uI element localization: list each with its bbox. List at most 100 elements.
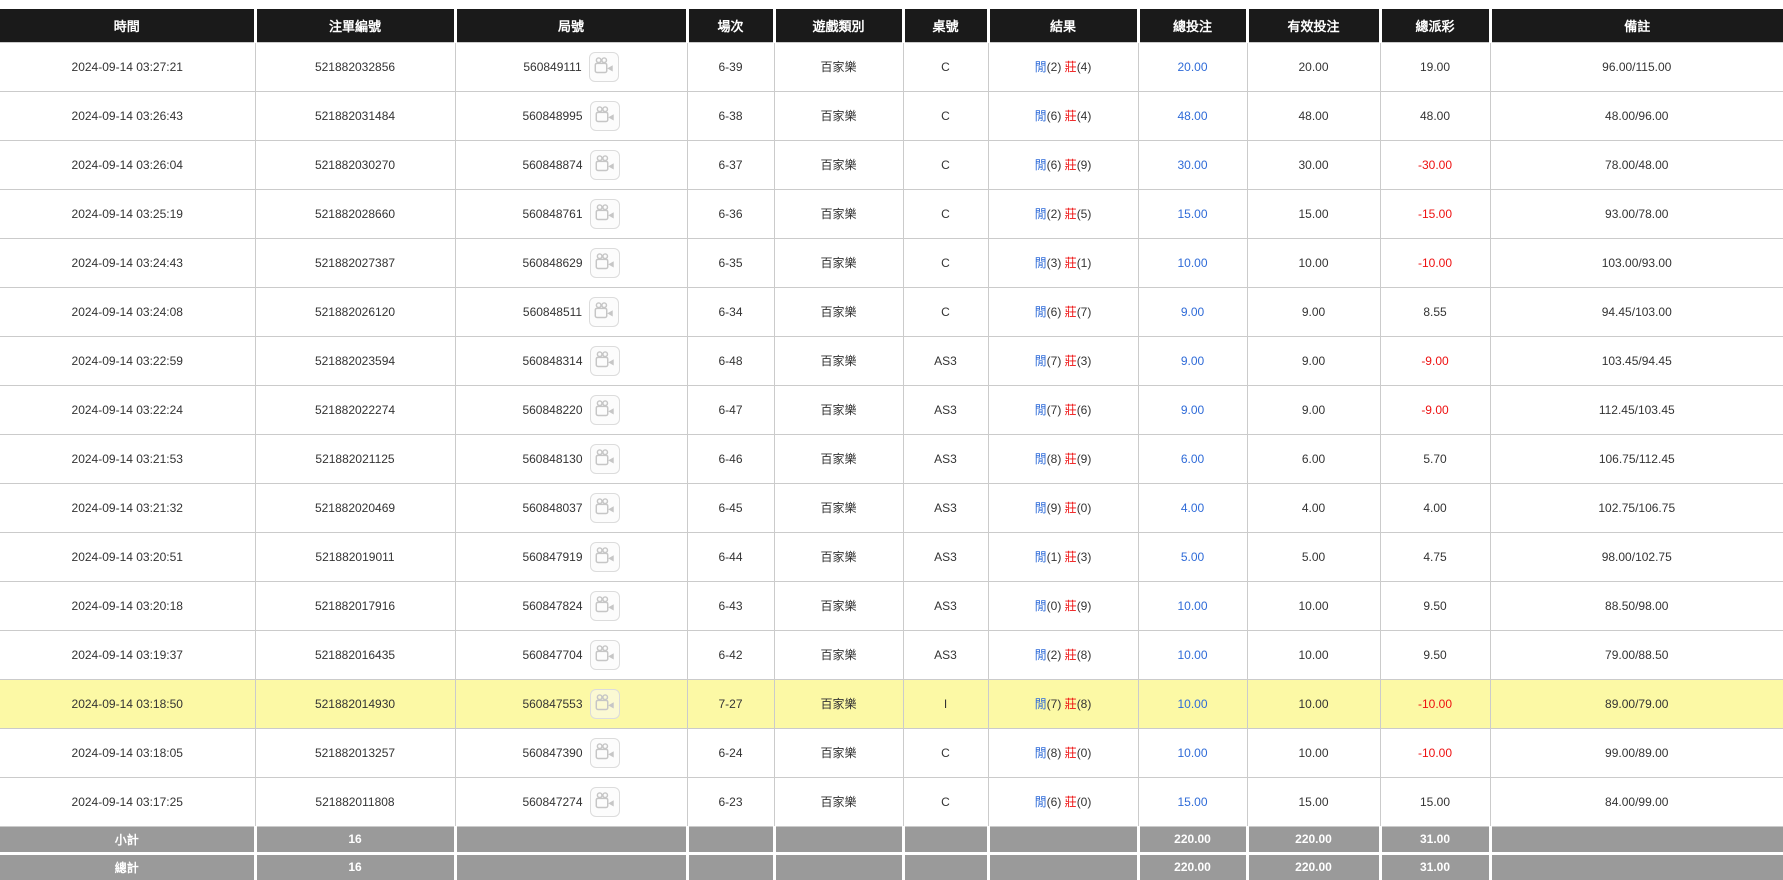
round-id-text: 560848995 bbox=[522, 108, 583, 123]
remark-cell: 103.00/93.00 bbox=[1490, 238, 1783, 288]
total-bet-cell[interactable]: 5.00 bbox=[1138, 532, 1248, 582]
total-bet-cell[interactable]: 9.00 bbox=[1138, 336, 1248, 386]
video-icon bbox=[595, 448, 614, 465]
table-row[interactable]: 2024-09-14 03:22:24 521882022274 5608482… bbox=[0, 385, 1783, 435]
banker-result-score: (9) bbox=[1076, 452, 1092, 466]
bet-id-cell: 521882013257 bbox=[255, 728, 456, 778]
video-replay-button[interactable] bbox=[589, 688, 620, 719]
time-cell: 2024-09-14 03:24:43 bbox=[0, 238, 256, 288]
video-replay-button[interactable] bbox=[589, 149, 620, 180]
bet-id-cell: 521882021125 bbox=[255, 434, 456, 484]
result-cell: 閒(6) 莊(7) bbox=[988, 287, 1139, 337]
table-id-cell: AS3 bbox=[903, 336, 989, 386]
round-id-cell: 560848314 bbox=[455, 336, 688, 386]
video-replay-button[interactable] bbox=[589, 100, 620, 131]
total-bet-cell[interactable]: 10.00 bbox=[1138, 728, 1248, 778]
table-row[interactable]: 2024-09-14 03:25:19 521882028660 5608487… bbox=[0, 189, 1783, 239]
video-replay-button[interactable] bbox=[589, 639, 620, 670]
player-result-label: 閒 bbox=[1034, 746, 1047, 760]
total-bet-cell[interactable]: 4.00 bbox=[1138, 483, 1248, 533]
table-row[interactable]: 2024-09-14 03:20:18 521882017916 5608478… bbox=[0, 581, 1783, 631]
remark-cell: 99.00/89.00 bbox=[1490, 728, 1783, 778]
video-replay-button[interactable] bbox=[589, 786, 620, 817]
banker-result-label: 莊 bbox=[1064, 158, 1077, 172]
table-row[interactable]: 2024-09-14 03:19:37 521882016435 5608477… bbox=[0, 630, 1783, 680]
video-replay-button[interactable] bbox=[589, 590, 620, 621]
video-replay-button[interactable] bbox=[589, 541, 620, 572]
player-result-score: (1) bbox=[1046, 550, 1062, 564]
player-result-label: 閒 bbox=[1034, 305, 1047, 319]
round-id-cell: 560848761 bbox=[455, 189, 688, 239]
table-row[interactable]: 2024-09-14 03:17:25 521882011808 5608472… bbox=[0, 777, 1783, 827]
total-bet-cell[interactable]: 10.00 bbox=[1138, 630, 1248, 680]
header-payout: 總派彩 bbox=[1380, 9, 1492, 43]
bet-id-cell: 521882011808 bbox=[255, 777, 456, 827]
table-row[interactable]: 2024-09-14 03:21:32 521882020469 5608480… bbox=[0, 483, 1783, 533]
bet-id-cell: 521882016435 bbox=[255, 630, 456, 680]
game-type-cell: 百家樂 bbox=[774, 581, 904, 631]
video-replay-button[interactable] bbox=[589, 737, 620, 768]
video-replay-button[interactable] bbox=[589, 296, 620, 327]
result-cell: 閒(6) 莊(9) bbox=[988, 140, 1139, 190]
bet-id-cell: 521882026120 bbox=[255, 287, 456, 337]
table-row[interactable]: 2024-09-14 03:26:43 521882031484 5608489… bbox=[0, 91, 1783, 141]
result-cell: 閒(7) 莊(6) bbox=[988, 385, 1139, 435]
remark-cell: 89.00/79.00 bbox=[1490, 679, 1783, 729]
player-result-score: (2) bbox=[1046, 648, 1062, 662]
table-id-cell: C bbox=[903, 140, 989, 190]
time-cell: 2024-09-14 03:19:37 bbox=[0, 630, 256, 680]
player-result-score: (8) bbox=[1046, 746, 1062, 760]
header-table-id: 桌號 bbox=[903, 9, 990, 43]
video-replay-button[interactable] bbox=[589, 247, 620, 278]
total-bet-cell[interactable]: 10.00 bbox=[1138, 581, 1248, 631]
round-id-text: 560848314 bbox=[522, 353, 583, 368]
table-row[interactable]: 2024-09-14 03:21:53 521882021125 5608481… bbox=[0, 434, 1783, 484]
total-bet-cell[interactable]: 48.00 bbox=[1138, 91, 1248, 141]
total-bet-cell[interactable]: 6.00 bbox=[1138, 434, 1248, 484]
valid-bet-cell: 6.00 bbox=[1247, 434, 1381, 484]
video-replay-button[interactable] bbox=[589, 394, 620, 425]
table-row[interactable]: 2024-09-14 03:22:59 521882023594 5608483… bbox=[0, 336, 1783, 386]
table-row[interactable]: 2024-09-14 03:24:43 521882027387 5608486… bbox=[0, 238, 1783, 288]
video-replay-button[interactable] bbox=[588, 51, 619, 82]
valid-bet-cell: 4.00 bbox=[1247, 483, 1381, 533]
table-row[interactable]: 2024-09-14 03:27:21 521882032856 5608491… bbox=[0, 42, 1783, 92]
session-cell: 6-48 bbox=[687, 336, 775, 386]
round-id-text: 560848130 bbox=[522, 451, 583, 466]
total-bet-cell[interactable]: 15.00 bbox=[1138, 777, 1248, 827]
table-id-cell: C bbox=[903, 728, 989, 778]
total-bet-cell[interactable]: 9.00 bbox=[1138, 385, 1248, 435]
total-bet-cell[interactable]: 10.00 bbox=[1138, 679, 1248, 729]
remark-cell: 78.00/48.00 bbox=[1490, 140, 1783, 190]
table-row[interactable]: 2024-09-14 03:24:08 521882026120 5608485… bbox=[0, 287, 1783, 337]
summary-total-bet-cell: 220.00 bbox=[1138, 853, 1249, 880]
remark-cell: 79.00/88.50 bbox=[1490, 630, 1783, 680]
table-row[interactable]: 2024-09-14 03:20:51 521882019011 5608479… bbox=[0, 532, 1783, 582]
video-icon bbox=[595, 693, 614, 710]
game-type-cell: 百家樂 bbox=[774, 140, 904, 190]
table-row[interactable]: 2024-09-14 03:18:05 521882013257 5608473… bbox=[0, 728, 1783, 778]
video-replay-button[interactable] bbox=[589, 345, 620, 376]
video-icon bbox=[594, 301, 613, 318]
table-row[interactable]: 2024-09-14 03:26:04 521882030270 5608488… bbox=[0, 140, 1783, 190]
total-bet-cell[interactable]: 10.00 bbox=[1138, 238, 1248, 288]
video-replay-button[interactable] bbox=[589, 198, 620, 229]
video-replay-button[interactable] bbox=[589, 492, 620, 523]
time-cell: 2024-09-14 03:24:08 bbox=[0, 287, 256, 337]
video-replay-button[interactable] bbox=[589, 443, 620, 474]
table-row-highlighted[interactable]: 2024-09-14 03:18:50 521882014930 5608475… bbox=[0, 679, 1783, 729]
total-bet-cell[interactable]: 30.00 bbox=[1138, 140, 1248, 190]
player-result-score: (2) bbox=[1046, 207, 1062, 221]
payout-cell: -10.00 bbox=[1380, 238, 1491, 288]
total-bet-cell[interactable]: 15.00 bbox=[1138, 189, 1248, 239]
bet-id-cell: 521882022274 bbox=[255, 385, 456, 435]
valid-bet-cell: 10.00 bbox=[1247, 728, 1381, 778]
round-id-cell: 560848130 bbox=[455, 434, 688, 484]
valid-bet-cell: 20.00 bbox=[1247, 42, 1381, 92]
remark-cell: 102.75/106.75 bbox=[1490, 483, 1783, 533]
total-bet-cell[interactable]: 20.00 bbox=[1138, 42, 1248, 92]
video-icon bbox=[595, 791, 614, 808]
banker-result-label: 莊 bbox=[1064, 599, 1077, 613]
total-bet-cell[interactable]: 9.00 bbox=[1138, 287, 1248, 337]
session-cell: 6-35 bbox=[687, 238, 775, 288]
